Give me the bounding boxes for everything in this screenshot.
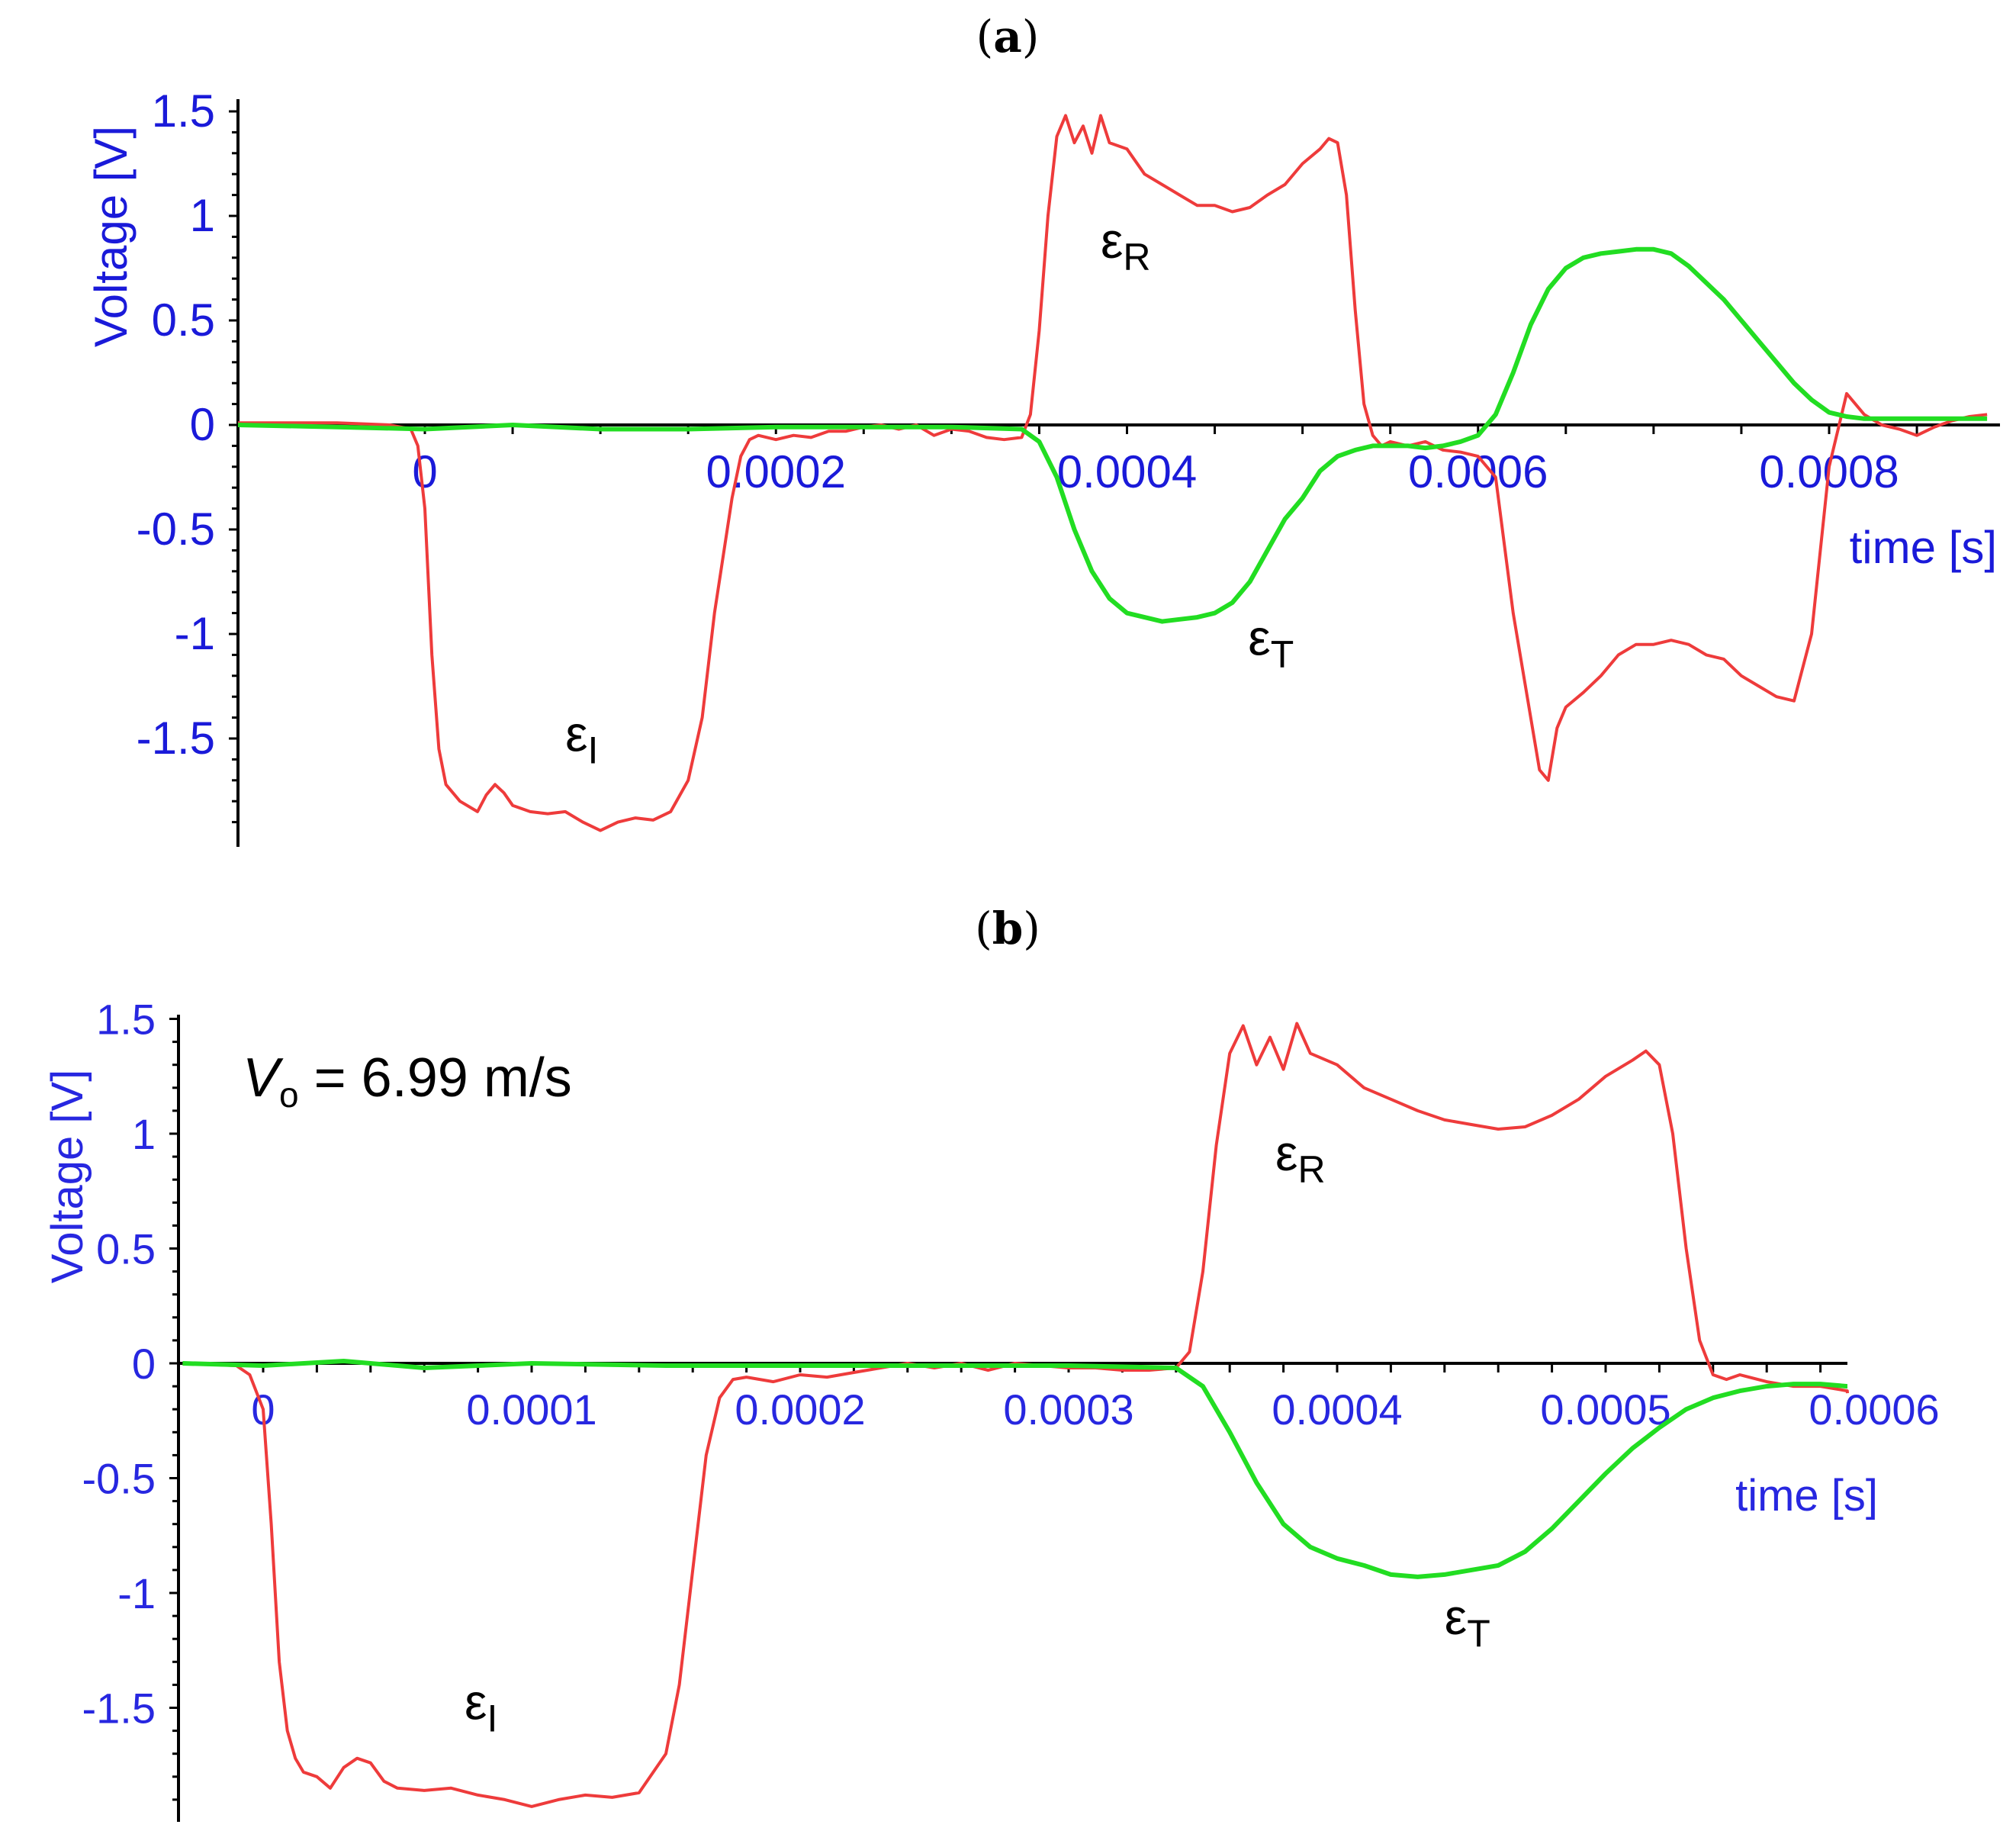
- y-tick-label: -1: [117, 1569, 156, 1617]
- y-tick-label: -0.5: [82, 1455, 156, 1503]
- series-green-line: [182, 1359, 1850, 1579]
- y-tick-label: 0.5: [96, 1225, 156, 1273]
- impact-velocity-label: Vo = 6.99 m/s: [243, 1047, 572, 1115]
- y-tick-label: 1.5: [152, 85, 215, 137]
- x-tick-label: 0.0002: [706, 446, 846, 497]
- y-axis-title: Voltage [V]: [85, 126, 137, 347]
- y-tick-label: 0.5: [152, 294, 215, 346]
- chart-b-axes: 1.510.50-0.5-1-1.50 0.0001 0.0002 0.0003 0.0…: [43, 996, 1940, 1822]
- panel-b-label: (b): [975, 903, 1040, 954]
- y-axis-title: Voltage [V]: [43, 1070, 92, 1284]
- y-tick-label: -1.5: [82, 1685, 156, 1733]
- y-tick-label: 1: [132, 1110, 156, 1158]
- y-tick-label: -0.5: [137, 504, 215, 555]
- chart-a-annotations: εI εR εT: [565, 212, 1294, 772]
- strain-label-t: εT: [1445, 1588, 1490, 1655]
- y-tick-label: 0: [190, 399, 215, 450]
- chart-b-series: [182, 1022, 1850, 1808]
- panel-a-label: (a): [976, 11, 1040, 63]
- x-tick-label: 0.0005: [1540, 1385, 1670, 1434]
- strain-label-r: εR: [1101, 212, 1151, 278]
- chart-a-series: [237, 114, 1988, 832]
- chart-a: 1.510.50-0.5-1-1.50 0.0002 0.0004 0.0006 0.0…: [85, 85, 2000, 847]
- chart-b-annotations: εI εR εT: [465, 1125, 1490, 1739]
- chart-a-axes: 1.510.50-0.5-1-1.50 0.0002 0.0004 0.0006 0.0…: [85, 85, 2000, 847]
- y-tick-label: -1.5: [137, 713, 215, 764]
- strain-label-t: εT: [1248, 609, 1294, 675]
- y-tick-label: 1.5: [96, 996, 156, 1044]
- chart-b: 1.510.50-0.5-1-1.50 0.0001 0.0002 0.0003 0.0…: [43, 996, 1940, 1822]
- y-tick-label: 1: [190, 190, 215, 241]
- x-axis-title: time [s]: [1850, 522, 1997, 573]
- series-red-line: [238, 114, 1988, 832]
- x-axis-title: time [s]: [1735, 1471, 1878, 1520]
- x-tick-label: 0.0001: [466, 1385, 596, 1434]
- x-tick-label: 0.0006: [1408, 446, 1548, 497]
- y-tick-label: 0: [132, 1340, 156, 1388]
- strain-label-r: εR: [1275, 1125, 1326, 1191]
- x-tick-label: 0.0004: [1272, 1385, 1402, 1434]
- x-tick-label: 0.0002: [735, 1385, 865, 1434]
- series-green-line: [237, 246, 1988, 624]
- y-tick-label: -1: [175, 608, 215, 659]
- x-tick-label: 0: [412, 446, 437, 497]
- strain-label-i: εI: [465, 1674, 497, 1740]
- x-tick-label: 0.0004: [1057, 446, 1198, 497]
- x-tick-label: 0.0006: [1809, 1385, 1939, 1434]
- strain-label-i: εI: [565, 705, 598, 771]
- x-tick-label: 0.0003: [1003, 1385, 1133, 1434]
